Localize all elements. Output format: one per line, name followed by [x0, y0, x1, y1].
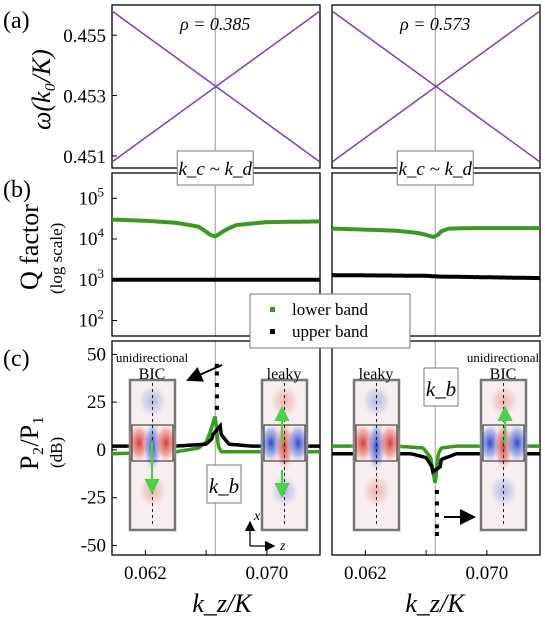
label-leaky-left: leaky — [267, 366, 302, 383]
ytick-b-1: 104 — [79, 225, 105, 250]
lower-band-q-0 — [112, 217, 321, 239]
legend-marker-1 — [270, 329, 275, 334]
upper-sparse-point-1-0 — [434, 489, 439, 494]
label-unidirectional-right: unidirectional — [467, 350, 540, 365]
kb-box-right — [423, 367, 459, 407]
legend-marker-0 — [270, 307, 275, 312]
axes-frame-2-1 — [331, 340, 541, 556]
xtick-0-2: 0.070 — [245, 563, 288, 584]
axis-glyph-x-label: x — [253, 509, 261, 524]
ytick-c-3: -25 — [81, 488, 106, 509]
upper-band-q-1 — [332, 273, 540, 281]
upper-sparse-point-0-0 — [214, 405, 219, 410]
ytick-b-3: 102 — [79, 307, 105, 332]
kb-label-right: k_b — [426, 377, 456, 401]
rho-annotation-1: ρ = 0.573 — [399, 14, 470, 34]
xtick-1-0: 0.062 — [344, 563, 387, 584]
upper-sparse-point-0-3 — [214, 371, 219, 376]
inset-right-leaky — [350, 378, 403, 532]
axes-frame-2-0 — [111, 340, 321, 556]
inset-left-leaky — [258, 378, 311, 532]
kc-kd-label-0: k_c ~ k_d — [178, 159, 252, 180]
ytick-a-0: 0.455 — [63, 26, 106, 47]
upper-sparse-point-0-1 — [214, 394, 219, 399]
xlabel-left: k_z/K — [192, 589, 253, 618]
kb-box-left — [206, 464, 242, 504]
band-line-1-1 — [331, 10, 541, 163]
axis-glyph-z-label: z — [279, 539, 286, 554]
label-unidirectional-left: unidirectional — [116, 350, 189, 365]
legend: lower band upper band — [249, 293, 411, 349]
inset-right-bic-lobe-3 — [504, 422, 530, 464]
inset-left-leaky-lobe-3 — [285, 422, 311, 464]
ylabel-b: Q factor — [15, 204, 44, 290]
panel-label-c: (c) — [3, 346, 30, 372]
panel-label-b: (b) — [3, 177, 31, 203]
upper-sparse-point-0-4 — [214, 363, 219, 368]
ytick-c-0: 50 — [87, 344, 106, 365]
lower-band-q-1 — [331, 226, 540, 239]
legend-label-1: upper band — [292, 322, 369, 341]
inset-right-bic — [477, 378, 530, 532]
ytick-b-0: 105 — [79, 184, 105, 209]
ytick-c-4: -50 — [81, 535, 106, 556]
inset-left-bic-lobe-3 — [153, 422, 179, 464]
legend-box — [249, 293, 411, 349]
ytick-c-1: 25 — [87, 392, 106, 413]
ytick-a-2: 0.451 — [63, 147, 106, 168]
kc-kd-box-1 — [396, 150, 474, 186]
kb-label-left: k_b — [209, 474, 239, 498]
pointer-arrow-left — [186, 364, 223, 382]
kc-kd-box-0 — [176, 150, 254, 186]
ytick-b-2: 103 — [79, 266, 105, 291]
inset-right-leaky-lobe-3 — [377, 422, 403, 464]
kc-kd-label-1: k_c ~ k_d — [398, 159, 472, 180]
label-bic-right: BIC — [490, 366, 517, 383]
xtick-1-2: 0.070 — [465, 563, 508, 584]
xlabel-right: k_z/K — [405, 589, 466, 618]
rho-annotation-0: ρ = 0.385 — [179, 14, 250, 34]
ylabel-a: ω(k₀/K) — [27, 49, 56, 130]
upper-sparse-point-1-1 — [434, 501, 439, 506]
panel-label-a: (a) — [3, 8, 30, 34]
upper-sparse-point-0-2 — [214, 382, 219, 387]
ylabel-c-sub: (dB) — [47, 437, 66, 468]
upper-sparse-point-1-4 — [434, 531, 439, 536]
upper-sparse-point-1-2 — [434, 512, 439, 517]
ytick-c-2: 0 — [97, 440, 107, 461]
upper-sparse-point-1-3 — [434, 524, 439, 529]
ytick-a-1: 0.453 — [63, 87, 106, 108]
legend-label-0: lower band — [292, 300, 369, 319]
label-leaky-right: leaky — [359, 366, 394, 383]
ylabel-b-sub: (log scale) — [47, 223, 66, 294]
xtick-0-0: 0.062 — [124, 563, 167, 584]
band-line-0-1 — [111, 10, 321, 163]
ylabel-c: P₂/P₁ — [15, 416, 44, 470]
label-bic-left: BIC — [139, 366, 166, 383]
